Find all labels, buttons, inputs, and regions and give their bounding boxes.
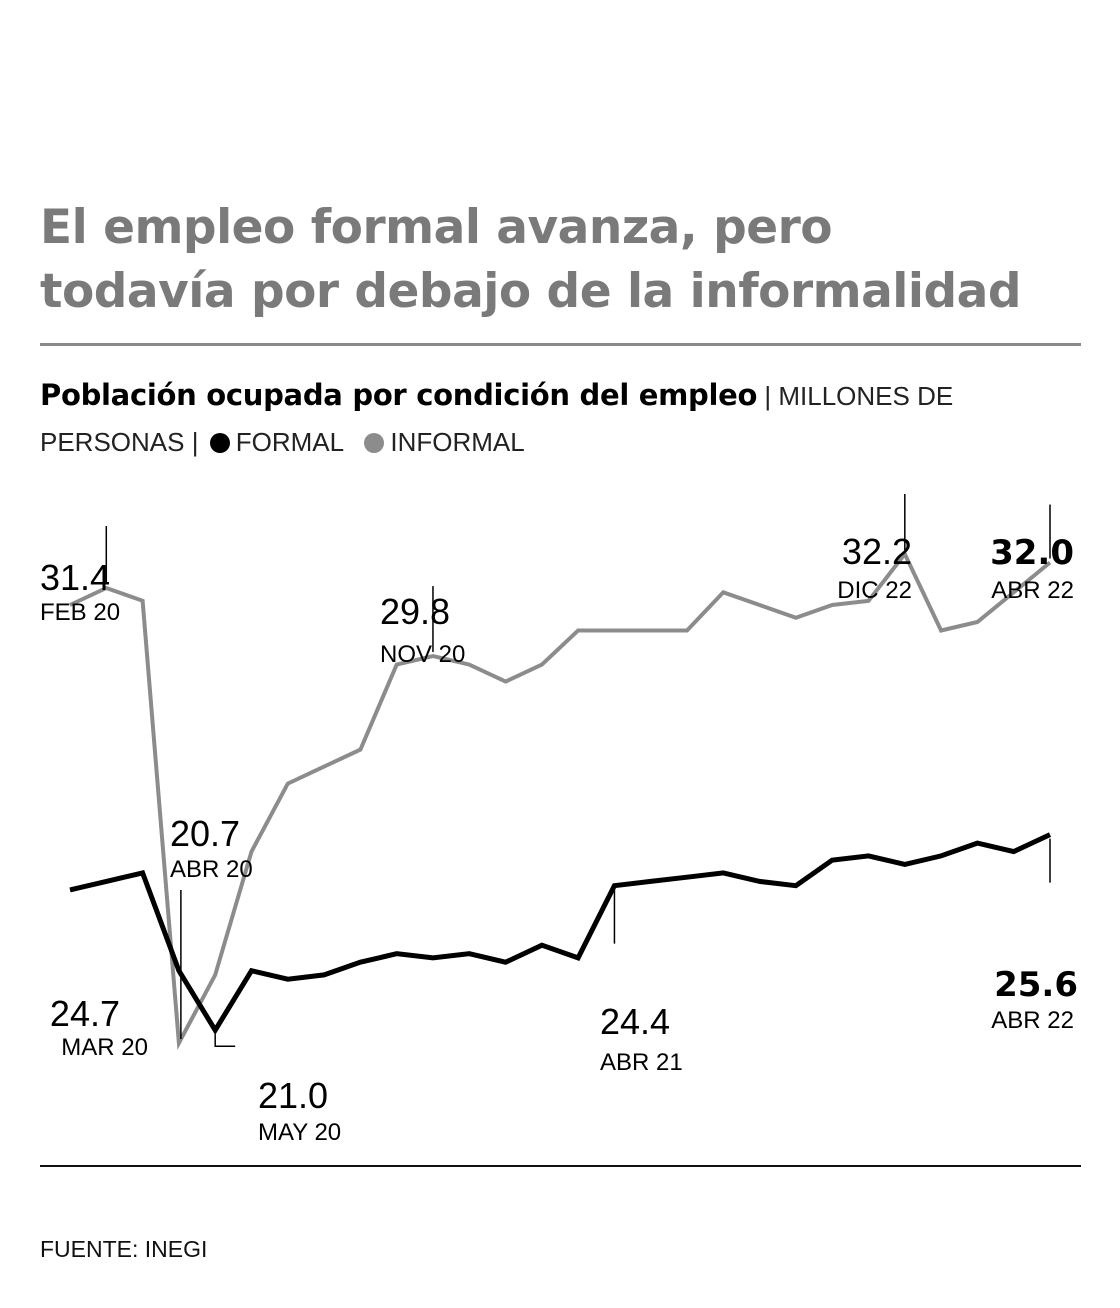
annotation-label-informal-nov-20: NOV 20 [380,641,465,668]
annotation-value-informal-abr-20: 20.7 [170,813,240,854]
title-divider [40,343,1081,346]
annotation-label-informal-abr-20: ABR 20 [170,856,253,883]
annotation-label-informal-feb-20: FEB 20 [40,599,120,626]
series-line-informal [69,550,1052,1050]
annotation-label-informal-dic-22: DIC 22 [837,577,912,604]
leader-line-formal-may-20 [214,1034,236,1047]
chart-subtitle: Población ocupada por condición del empl… [40,372,1090,465]
annotation-label-formal-abr-21: ABR 21 [600,1049,683,1076]
legend-informal-label: INFORMAL [390,427,525,457]
annotation-value-informal-abr-22: 32.0 [990,533,1074,573]
subtitle-unit-part1: MILLONES DE [778,381,954,411]
annotation-value-formal-abr-21: 24.4 [600,1001,670,1042]
annotation-label-formal-abr-22: ABR 22 [991,1007,1074,1034]
annotation-label-informal-abr-22: ABR 22 [991,577,1074,604]
chart-title: El empleo formal avanza, pero todavía po… [40,196,1100,324]
annotation-value-formal-abr-22: 25.6 [994,965,1078,1005]
annotation-value-formal-mar-20: 24.7 [50,993,120,1034]
chart-baseline [40,1165,1081,1167]
annotation-value-informal-feb-20: 31.4 [40,557,110,598]
subtitle-unit-part2: PERSONAS [40,427,185,457]
annotation-value-formal-may-20: 21.0 [258,1075,328,1116]
legend-formal-label: FORMAL [235,427,344,457]
chart-title-line-2: todavía por debajo de la informalidad [40,264,1022,319]
subtitle-bold: Población ocupada por condición del empl… [40,378,758,412]
legend-informal-dot-icon [364,433,385,453]
legend-formal-dot-icon [209,433,230,453]
annotation-label-formal-mar-20: MAR 20 [61,1034,148,1061]
annotation-value-informal-dic-22: 32.2 [842,531,912,572]
subtitle-separator: | [764,381,772,411]
subtitle-separator-2: | [191,427,199,457]
annotation-value-informal-nov-20: 29.8 [380,591,450,632]
series-line-formal [69,832,1052,1036]
chart-title-line-1: El empleo formal avanza, pero [40,200,833,255]
source-note: FUENTE: INEGI [40,1236,208,1262]
annotation-label-formal-may-20: MAY 20 [258,1119,341,1146]
